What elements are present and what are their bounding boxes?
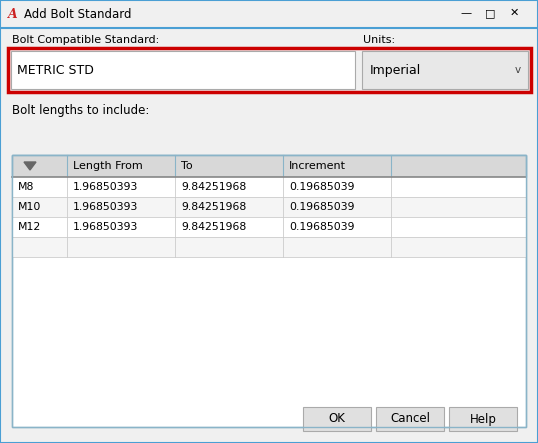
Text: 9.84251968: 9.84251968 xyxy=(181,222,246,232)
Text: Bolt lengths to include:: Bolt lengths to include: xyxy=(12,104,150,117)
Text: Increment: Increment xyxy=(289,161,346,171)
Text: 0.19685039: 0.19685039 xyxy=(289,222,355,232)
Text: A: A xyxy=(8,8,18,20)
Text: Help: Help xyxy=(470,412,497,425)
Text: 0.19685039: 0.19685039 xyxy=(289,202,355,212)
Text: —: — xyxy=(461,8,472,18)
Bar xyxy=(12,155,526,427)
Text: To: To xyxy=(181,161,193,171)
Bar xyxy=(11,51,355,89)
Text: Imperial: Imperial xyxy=(370,63,421,77)
Text: 0.19685039: 0.19685039 xyxy=(289,182,355,192)
Bar xyxy=(12,237,526,257)
Text: Add Bolt Standard: Add Bolt Standard xyxy=(24,8,131,20)
Text: OK: OK xyxy=(329,412,345,425)
Text: 9.84251968: 9.84251968 xyxy=(181,202,246,212)
Text: METRIC STD: METRIC STD xyxy=(17,63,94,77)
Bar xyxy=(12,217,526,237)
Text: Units:: Units: xyxy=(363,35,395,45)
Bar xyxy=(12,177,526,197)
Bar xyxy=(362,51,528,89)
Text: 1.96850393: 1.96850393 xyxy=(73,182,138,192)
Text: 9.84251968: 9.84251968 xyxy=(181,182,246,192)
Text: 1.96850393: 1.96850393 xyxy=(73,202,138,212)
Bar xyxy=(8,48,531,92)
Text: Cancel: Cancel xyxy=(390,412,430,425)
Bar xyxy=(376,407,444,431)
Text: M8: M8 xyxy=(18,182,34,192)
Bar xyxy=(303,407,371,431)
Bar xyxy=(0,0,538,28)
Text: v: v xyxy=(515,65,521,75)
Text: □: □ xyxy=(485,8,495,18)
Bar xyxy=(12,155,526,427)
Bar xyxy=(449,407,517,431)
Bar xyxy=(12,197,526,217)
Text: ✕: ✕ xyxy=(509,8,519,18)
Text: M12: M12 xyxy=(18,222,41,232)
Text: M10: M10 xyxy=(18,202,41,212)
Text: Length From: Length From xyxy=(73,161,143,171)
Text: 1.96850393: 1.96850393 xyxy=(73,222,138,232)
Text: Bolt Compatible Standard:: Bolt Compatible Standard: xyxy=(12,35,159,45)
Bar xyxy=(12,155,526,177)
Polygon shape xyxy=(24,162,36,170)
